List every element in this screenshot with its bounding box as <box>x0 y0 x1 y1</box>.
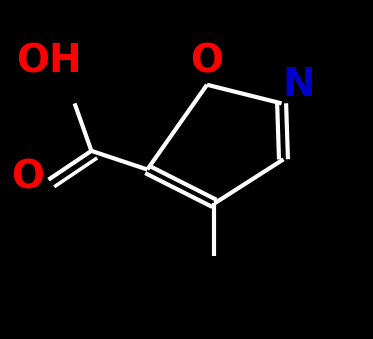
Text: N: N <box>282 66 315 104</box>
Text: OH: OH <box>16 42 81 80</box>
Text: O: O <box>12 159 44 197</box>
Text: O: O <box>191 42 223 80</box>
